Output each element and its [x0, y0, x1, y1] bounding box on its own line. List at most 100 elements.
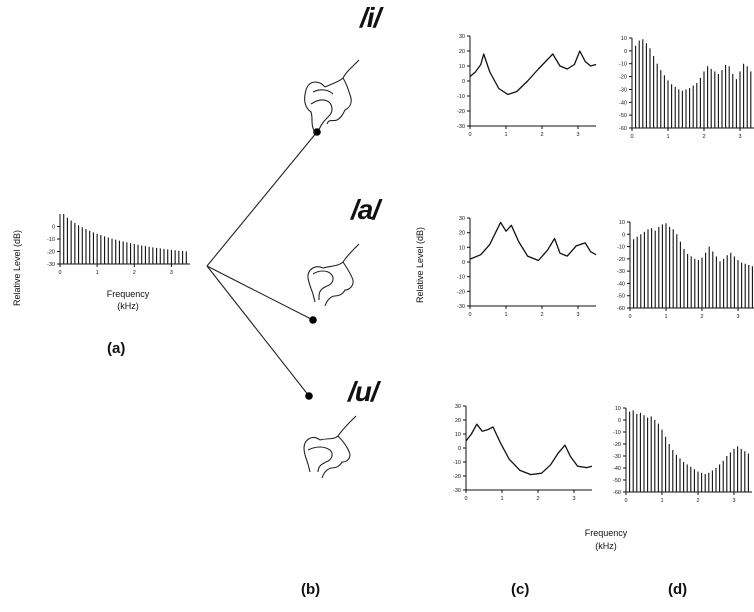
x-tick-label: 1 — [664, 314, 667, 320]
x-tick-label: 1 — [504, 132, 507, 138]
x-tick-label: 2 — [702, 134, 705, 140]
x-tick-label: 2 — [540, 132, 543, 138]
y-tick-label: 0 — [462, 79, 465, 85]
y-tick-label: -50 — [619, 113, 627, 119]
y-tick-label: 0 — [624, 49, 627, 55]
y-tick-label: 0 — [458, 446, 461, 452]
x-axis-title-a: Frequency — [106, 289, 150, 299]
vocal-tract-u — [303, 415, 357, 479]
y-tick-label: 0 — [52, 225, 55, 231]
plot-d-output-spectrum-a: 100-10-20-30-40-50-600 1 2 3 — [617, 220, 754, 320]
x-tick-label: 0 — [624, 498, 627, 504]
y-tick-label: -10 — [617, 245, 625, 251]
y-tick-label: -50 — [613, 478, 621, 484]
x-tick-label: 0 — [628, 314, 631, 320]
vocal-tract-a — [307, 243, 360, 307]
y-tick-label: 10 — [455, 432, 461, 438]
y-tick-label: -20 — [617, 257, 625, 263]
y-tick-label: 10 — [459, 245, 465, 251]
y-tick-label: -10 — [457, 275, 465, 281]
y-tick-label: 30 — [459, 34, 465, 40]
y-tick-label: -20 — [619, 75, 627, 81]
y-tick-label: -30 — [613, 454, 621, 460]
connector-line-a — [206, 265, 314, 321]
x-tick-label: 1 — [500, 496, 503, 502]
y-tick-label: 10 — [459, 64, 465, 70]
y-tick-label: -60 — [619, 126, 627, 132]
y-tick-label: 10 — [621, 36, 627, 42]
y-tick-label: -10 — [47, 237, 55, 243]
y-tick-label: 20 — [459, 231, 465, 237]
y-tick-label: -20 — [457, 289, 465, 295]
y-tick-label: -10 — [613, 430, 621, 436]
transfer-function-curve — [469, 221, 597, 262]
x-tick-label: 0 — [468, 312, 471, 318]
y-tick-label: -60 — [617, 306, 625, 312]
connector-line-i — [206, 131, 318, 267]
plot-a-source-spectrum: 0-10-20-300 1 2 3 — [47, 214, 190, 276]
y-tick-label: -10 — [457, 94, 465, 100]
panel-label-c: (c) — [511, 581, 530, 598]
x-tick-label: 1 — [660, 498, 663, 504]
node-dot-u — [305, 392, 313, 400]
x-axis-unit-cd: (kHz) — [595, 541, 617, 551]
y-axis-title-c: Relative Level (dB) — [415, 226, 425, 303]
vocal-tract-i — [304, 59, 360, 135]
y-tick-label: -40 — [613, 466, 621, 472]
x-tick-label: 3 — [738, 134, 741, 140]
y-tick-label: -20 — [457, 109, 465, 115]
connector-lines — [206, 131, 318, 397]
y-tick-label: -60 — [613, 490, 621, 496]
y-tick-label: 20 — [455, 418, 461, 424]
y-tick-label: -30 — [453, 488, 461, 494]
x-tick-label: 0 — [468, 132, 471, 138]
y-tick-label: 0 — [462, 260, 465, 266]
x-tick-label: 1 — [666, 134, 669, 140]
y-tick-label: -20 — [47, 250, 55, 256]
x-tick-label: 0 — [58, 270, 61, 276]
x-tick-label: 3 — [576, 132, 579, 138]
panel-label-b: (b) — [301, 581, 321, 598]
y-tick-label: -10 — [453, 460, 461, 466]
x-axis-unit-a: (kHz) — [117, 301, 139, 311]
y-tick-label: -30 — [617, 269, 625, 275]
x-tick-label: 2 — [540, 312, 543, 318]
panel-label-a: (a) — [107, 340, 126, 357]
vowel-label-u: /u/ — [348, 376, 379, 407]
y-tick-label: 30 — [459, 216, 465, 222]
connector-dots — [305, 128, 321, 400]
x-tick-label: 1 — [504, 312, 507, 318]
x-tick-label: 2 — [700, 314, 703, 320]
x-tick-label: 0 — [464, 496, 467, 502]
y-tick-label: 0 — [622, 232, 625, 238]
vowel-label-a: /a/ — [351, 194, 380, 225]
y-tick-label: -40 — [619, 100, 627, 106]
connector-line-u — [206, 265, 310, 397]
x-tick-label: 2 — [536, 496, 539, 502]
y-tick-label: 10 — [619, 220, 625, 226]
y-tick-label: -20 — [613, 442, 621, 448]
transfer-function-curve — [465, 423, 593, 476]
x-tick-label: 2 — [696, 498, 699, 504]
x-tick-label: 3 — [170, 270, 173, 276]
y-tick-label: -30 — [457, 124, 465, 130]
y-tick-label: -50 — [617, 294, 625, 300]
y-tick-label: -40 — [617, 281, 625, 287]
x-tick-label: 3 — [732, 498, 735, 504]
x-tick-label: 3 — [572, 496, 575, 502]
y-tick-label: -10 — [619, 62, 627, 68]
y-tick-label: 20 — [459, 49, 465, 55]
node-dot-a — [309, 316, 317, 324]
x-axis-title-cd: Frequency — [584, 528, 628, 538]
y-tick-label: -20 — [453, 474, 461, 480]
plot-d-output-spectrum-u: 100-10-20-30-40-50-600 1 2 3 — [613, 406, 752, 504]
x-tick-label: 3 — [736, 314, 739, 320]
y-tick-label: 30 — [455, 404, 461, 410]
panel-label-d: (d) — [668, 581, 688, 598]
x-tick-label: 0 — [630, 134, 633, 140]
